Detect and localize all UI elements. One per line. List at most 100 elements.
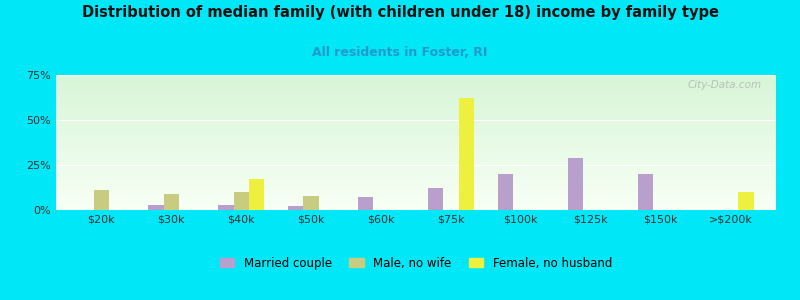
Bar: [56, 186, 776, 187]
Bar: [56, 113, 776, 114]
Bar: [56, 99, 776, 100]
Bar: [56, 128, 776, 129]
Bar: [56, 130, 776, 131]
Bar: [56, 85, 776, 86]
Bar: [56, 172, 776, 173]
Bar: [56, 101, 776, 102]
Bar: [56, 140, 776, 141]
Bar: [249, 179, 264, 210]
Bar: [56, 202, 776, 203]
Bar: [56, 195, 776, 196]
Bar: [56, 146, 776, 147]
Bar: [56, 122, 776, 123]
Bar: [56, 146, 776, 147]
Bar: [56, 203, 776, 204]
Bar: [56, 80, 776, 81]
Bar: [458, 98, 474, 210]
Bar: [56, 91, 776, 92]
Bar: [56, 112, 776, 113]
Bar: [56, 164, 776, 165]
Bar: [56, 98, 776, 99]
Bar: [56, 108, 776, 109]
Bar: [56, 90, 776, 91]
Bar: [56, 159, 776, 160]
Bar: [56, 119, 776, 120]
Bar: [56, 181, 776, 182]
Bar: [56, 141, 776, 142]
Bar: [303, 196, 319, 210]
Bar: [56, 142, 776, 143]
Bar: [56, 138, 776, 139]
Bar: [498, 174, 513, 210]
Bar: [56, 95, 776, 96]
Bar: [56, 167, 776, 168]
Bar: [56, 163, 776, 164]
Bar: [56, 155, 776, 156]
Bar: [56, 83, 776, 84]
Bar: [56, 193, 776, 194]
Bar: [56, 176, 776, 177]
Bar: [56, 169, 776, 170]
Bar: [56, 194, 776, 195]
Bar: [56, 174, 776, 175]
Bar: [56, 154, 776, 155]
Bar: [56, 84, 776, 85]
Bar: [56, 139, 776, 140]
Bar: [56, 188, 776, 189]
Bar: [56, 106, 776, 107]
Bar: [56, 145, 776, 146]
Bar: [56, 103, 776, 104]
Bar: [56, 197, 776, 198]
Bar: [56, 131, 776, 132]
Bar: [56, 191, 776, 192]
Bar: [56, 161, 776, 162]
Bar: [56, 196, 776, 197]
Bar: [56, 192, 776, 193]
Bar: [56, 114, 776, 115]
Bar: [738, 192, 754, 210]
Bar: [56, 151, 776, 152]
Bar: [56, 93, 776, 94]
Bar: [56, 149, 776, 150]
Bar: [56, 117, 776, 118]
Bar: [56, 171, 776, 172]
Bar: [56, 124, 776, 125]
Bar: [56, 180, 776, 181]
Bar: [56, 115, 776, 116]
Bar: [56, 183, 776, 184]
Bar: [56, 189, 776, 190]
Bar: [56, 170, 776, 171]
Legend: Married couple, Male, no wife, Female, no husband: Married couple, Male, no wife, Female, n…: [215, 252, 617, 274]
Bar: [56, 102, 776, 103]
Bar: [56, 81, 776, 82]
Bar: [56, 75, 776, 76]
Bar: [56, 125, 776, 126]
Bar: [56, 133, 776, 134]
Bar: [56, 154, 776, 155]
Bar: [56, 92, 776, 93]
Bar: [56, 123, 776, 124]
Bar: [56, 100, 776, 101]
Bar: [56, 77, 776, 78]
Bar: [56, 184, 776, 185]
Bar: [56, 78, 776, 79]
Bar: [56, 199, 776, 200]
Bar: [56, 82, 776, 83]
Bar: [56, 179, 776, 180]
Bar: [56, 148, 776, 149]
Bar: [56, 153, 776, 154]
Bar: [56, 121, 776, 122]
Bar: [56, 157, 776, 158]
Bar: [56, 107, 776, 108]
Bar: [56, 152, 776, 153]
Bar: [56, 200, 776, 201]
Bar: [56, 87, 776, 88]
Bar: [428, 188, 443, 210]
Bar: [56, 129, 776, 130]
Bar: [56, 147, 776, 148]
Bar: [56, 126, 776, 127]
Bar: [56, 134, 776, 135]
Bar: [56, 165, 776, 166]
Text: All residents in Foster, RI: All residents in Foster, RI: [312, 46, 488, 59]
Bar: [56, 177, 776, 178]
